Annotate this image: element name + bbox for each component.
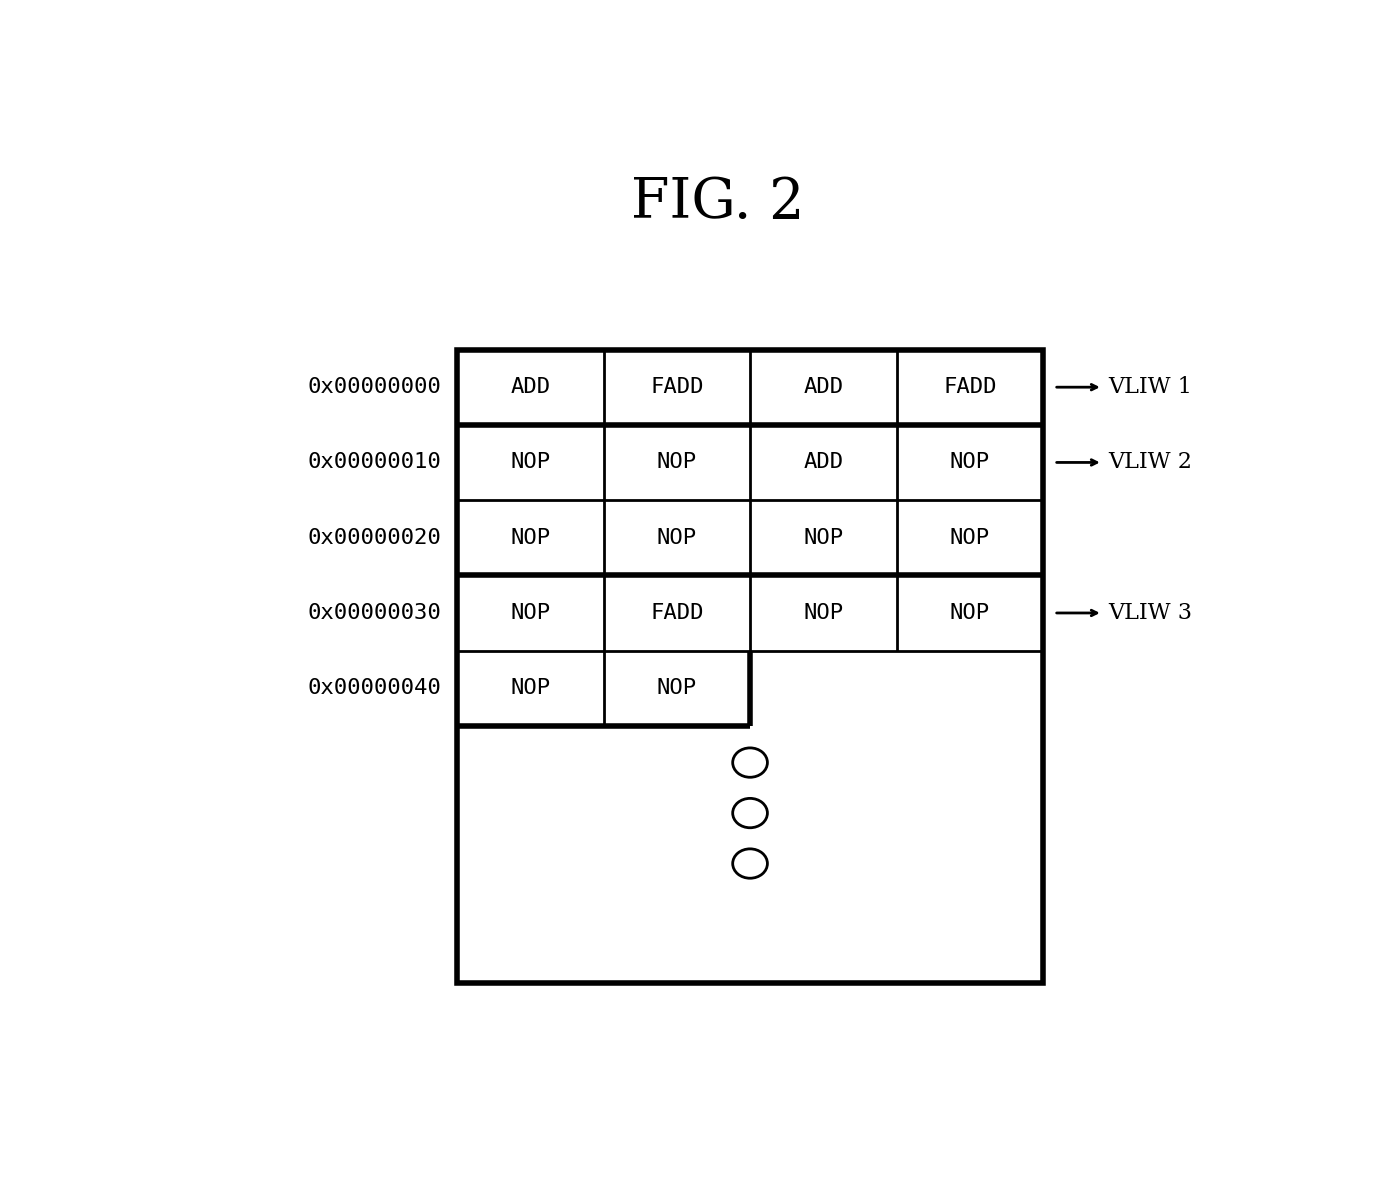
Text: NOP: NOP xyxy=(510,528,550,547)
Text: ADD: ADD xyxy=(804,377,843,397)
Text: 0x00000020: 0x00000020 xyxy=(307,528,441,547)
Text: FADD: FADD xyxy=(944,377,997,397)
Text: NOP: NOP xyxy=(657,528,697,547)
Text: FADD: FADD xyxy=(650,377,704,397)
Text: NOP: NOP xyxy=(510,603,550,623)
Text: 0x00000030: 0x00000030 xyxy=(307,603,441,623)
Text: ADD: ADD xyxy=(510,377,550,397)
Text: FIG. 2: FIG. 2 xyxy=(631,175,804,230)
Text: VLIW 2: VLIW 2 xyxy=(1109,452,1191,473)
Text: NOP: NOP xyxy=(657,678,697,699)
Text: NOP: NOP xyxy=(657,453,697,472)
Text: NOP: NOP xyxy=(510,453,550,472)
Text: 0x00000010: 0x00000010 xyxy=(307,453,441,472)
Text: NOP: NOP xyxy=(510,678,550,699)
Text: NOP: NOP xyxy=(804,603,843,623)
Text: NOP: NOP xyxy=(949,528,990,547)
Text: FADD: FADD xyxy=(650,603,704,623)
Text: VLIW 3: VLIW 3 xyxy=(1109,602,1193,623)
Text: NOP: NOP xyxy=(949,453,990,472)
Text: NOP: NOP xyxy=(804,528,843,547)
Text: VLIW 1: VLIW 1 xyxy=(1109,377,1191,398)
Text: 0x00000040: 0x00000040 xyxy=(307,678,441,699)
Text: NOP: NOP xyxy=(949,603,990,623)
Text: 0x00000000: 0x00000000 xyxy=(307,377,441,397)
Bar xyxy=(456,349,1043,983)
Text: ADD: ADD xyxy=(804,453,843,472)
